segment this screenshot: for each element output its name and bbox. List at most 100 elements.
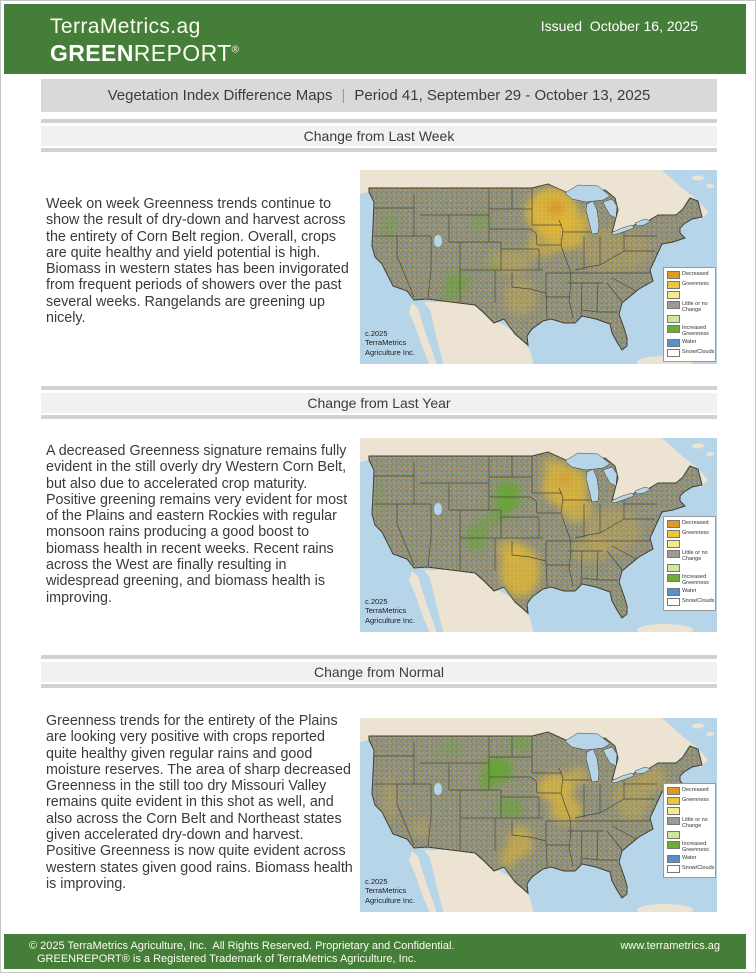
legend-label: Increased Greenness (682, 325, 709, 337)
legend-swatch (667, 841, 680, 849)
legend-swatch (667, 271, 680, 279)
legend-swatch (667, 588, 680, 596)
section-title: Change from Normal (41, 662, 717, 682)
legend-swatch (667, 797, 680, 805)
legend-label: Decreased (682, 520, 709, 526)
map-credit: c.2025 TerraMetrics Agriculture Inc. (365, 596, 416, 625)
divider-strip (41, 386, 717, 390)
legend-row: Decreased (667, 520, 713, 528)
divider-strip (41, 148, 717, 152)
legend-label: Little or no Change (682, 550, 708, 562)
legend-label: Water (682, 339, 697, 345)
legend-row: Water (667, 855, 713, 863)
legend-label: Decreased (682, 787, 709, 793)
legend-swatch (667, 540, 680, 548)
map-legend: Decreased Greenness Little or n (663, 516, 716, 611)
legend-row: Water (667, 339, 713, 347)
legend-row: Decreased (667, 271, 713, 279)
divider-strip (41, 415, 717, 419)
legend-row: Greenness (667, 797, 713, 805)
footer-trademark: GREENREPORT® is a Registered Trademark o… (37, 953, 417, 965)
section-header-last-week: Change from Last Week (41, 119, 717, 152)
legend-row (667, 315, 713, 323)
legend-swatch (667, 530, 680, 538)
section-paragraph: Greenness trends for the entirety of the… (46, 713, 353, 892)
legend-row: Little or no Change (667, 550, 713, 562)
subtitle-separator: | (341, 87, 346, 104)
legend-swatch (667, 281, 680, 289)
legend-label: Greenness (682, 797, 709, 803)
legend-label: Snow/Clouds (682, 349, 715, 355)
legend-label: Increased Greenness (682, 841, 709, 853)
legend-row: Greenness (667, 281, 713, 289)
legend-row: Snow/Clouds (667, 598, 715, 606)
footer-copyright: © 2025 TerraMetrics Agriculture, Inc. Al… (29, 940, 455, 952)
divider-strip (41, 655, 717, 659)
section-header-normal: Change from Normal (41, 655, 717, 688)
section-body-last-week: Week on week Greenness trends continue t… (4, 152, 746, 379)
legend-swatch (667, 564, 680, 572)
us-map-graphic (360, 438, 717, 632)
legend-row: Little or no Change (667, 817, 713, 829)
legend-row: Snow/Clouds (667, 349, 715, 357)
legend-label: Water (682, 588, 697, 594)
legend-swatch (667, 807, 680, 815)
report-footer: © 2025 TerraMetrics Agriculture, Inc. Al… (4, 934, 746, 969)
legend-label: Water (682, 855, 697, 861)
legend-swatch (667, 315, 680, 323)
trademark-symbol: ® (231, 44, 240, 56)
legend-swatch (667, 291, 680, 299)
section-title: Change from Last Year (41, 393, 717, 413)
legend-swatch (667, 831, 680, 839)
legend-row: Little or no Change (667, 301, 713, 313)
legend-swatch (667, 865, 680, 873)
legend-swatch (667, 339, 680, 347)
legend-row: Decreased (667, 787, 713, 795)
legend-swatch (667, 325, 680, 333)
legend-row (667, 291, 713, 299)
legend-row: Water (667, 588, 713, 596)
legend-swatch (667, 598, 680, 606)
divider-strip (41, 119, 717, 123)
subtitle-period: Period 41, September 29 - October 13, 20… (354, 87, 651, 104)
section-title: Change from Last Week (41, 126, 717, 146)
us-map-graphic (360, 718, 717, 912)
legend-row: Greenness (667, 530, 713, 538)
report-header: TerraMetrics.ag GREENREPORT® Issued Octo… (4, 4, 746, 74)
brand-name: TerraMetrics.ag (50, 15, 201, 38)
legend-label: Decreased (682, 271, 709, 277)
map-legend: Decreased Greenness Little or n (663, 267, 716, 362)
legend-swatch (667, 574, 680, 582)
map-change-from-last-year: c.2025 TerraMetrics Agriculture Inc. Dec… (360, 438, 717, 632)
section-paragraph: A decreased Greenness signature remains … (46, 443, 348, 606)
legend-label: Greenness (682, 530, 709, 536)
divider-strip (41, 684, 717, 688)
section-body-last-year: A decreased Greenness signature remains … (4, 419, 746, 648)
map-legend: Decreased Greenness Little or n (663, 783, 716, 878)
legend-row (667, 540, 713, 548)
legend-swatch (667, 817, 680, 825)
footer-website-link[interactable]: www.terrametrics.ag (620, 940, 720, 952)
legend-label: Snow/Clouds (682, 598, 715, 604)
legend-swatch (667, 855, 680, 863)
legend-row (667, 564, 713, 572)
map-credit: c.2025 TerraMetrics Agriculture Inc. (365, 328, 416, 357)
legend-row: Increased Greenness (667, 841, 713, 853)
legend-row: Increased Greenness (667, 325, 713, 337)
map-change-from-last-week: c.2025 TerraMetrics Agriculture Inc. Dec… (360, 170, 717, 364)
legend-label: Increased Greenness (682, 574, 709, 586)
map-credit: c.2025 TerraMetrics Agriculture Inc. (365, 876, 416, 905)
subtitle-left: Vegetation Index Difference Maps (107, 87, 333, 104)
section-header-last-year: Change from Last Year (41, 386, 717, 419)
legend-swatch (667, 349, 680, 357)
legend-label: Little or no Change (682, 817, 708, 829)
legend-label: Little or no Change (682, 301, 708, 313)
legend-row (667, 831, 713, 839)
section-paragraph: Week on week Greenness trends continue t… (46, 196, 349, 327)
us-map-graphic (360, 170, 717, 364)
legend-row: Increased Greenness (667, 574, 713, 586)
legend-swatch (667, 520, 680, 528)
legend-swatch (667, 550, 680, 558)
legend-row (667, 807, 713, 815)
